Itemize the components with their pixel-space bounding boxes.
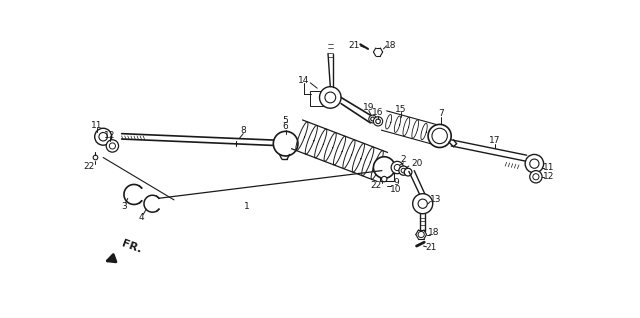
Circle shape (391, 161, 403, 174)
Circle shape (525, 155, 543, 173)
Bar (380, 165, 394, 181)
Circle shape (369, 115, 376, 123)
Text: 20: 20 (411, 159, 422, 168)
Text: 9: 9 (393, 178, 399, 187)
Circle shape (319, 87, 341, 108)
Text: 5: 5 (283, 116, 289, 125)
Circle shape (95, 128, 111, 145)
Text: 11: 11 (92, 121, 103, 130)
Circle shape (428, 124, 451, 148)
Circle shape (373, 117, 383, 126)
Circle shape (394, 164, 401, 170)
Text: 15: 15 (396, 105, 407, 114)
Text: 18: 18 (428, 228, 439, 238)
Circle shape (93, 155, 98, 160)
Circle shape (376, 119, 380, 124)
Text: 3: 3 (121, 202, 127, 211)
Circle shape (432, 128, 447, 144)
Text: 18: 18 (385, 41, 397, 50)
Text: 8: 8 (241, 126, 246, 135)
Circle shape (530, 170, 542, 183)
Circle shape (413, 194, 433, 214)
Circle shape (373, 157, 395, 178)
Circle shape (401, 168, 406, 173)
Text: 7: 7 (438, 109, 444, 118)
Circle shape (381, 176, 387, 182)
Circle shape (371, 117, 374, 121)
Text: 4: 4 (139, 213, 145, 222)
Text: 13: 13 (430, 195, 442, 204)
Text: 11: 11 (543, 163, 554, 172)
Circle shape (418, 232, 424, 238)
Text: 2: 2 (401, 155, 406, 164)
Circle shape (109, 143, 115, 149)
Text: 21: 21 (349, 41, 360, 50)
Circle shape (530, 159, 539, 168)
Bar (310, 91, 335, 106)
Text: 21: 21 (426, 243, 437, 252)
Circle shape (418, 199, 428, 208)
Text: 1: 1 (244, 202, 250, 211)
Text: 10: 10 (390, 184, 401, 194)
Text: 12: 12 (543, 172, 554, 181)
Text: 12: 12 (104, 131, 116, 140)
Circle shape (533, 174, 539, 180)
Text: 22: 22 (84, 162, 95, 171)
Text: 16: 16 (372, 108, 384, 117)
Circle shape (399, 166, 408, 175)
Circle shape (404, 168, 412, 176)
Circle shape (273, 131, 298, 156)
Text: 17: 17 (490, 136, 501, 145)
Text: 19: 19 (363, 103, 374, 112)
Text: 22: 22 (370, 182, 381, 190)
Text: 6: 6 (283, 122, 289, 131)
Text: FR.: FR. (120, 239, 143, 255)
Circle shape (106, 140, 118, 152)
Circle shape (325, 92, 336, 103)
Text: 14: 14 (298, 76, 310, 85)
Circle shape (99, 133, 108, 141)
